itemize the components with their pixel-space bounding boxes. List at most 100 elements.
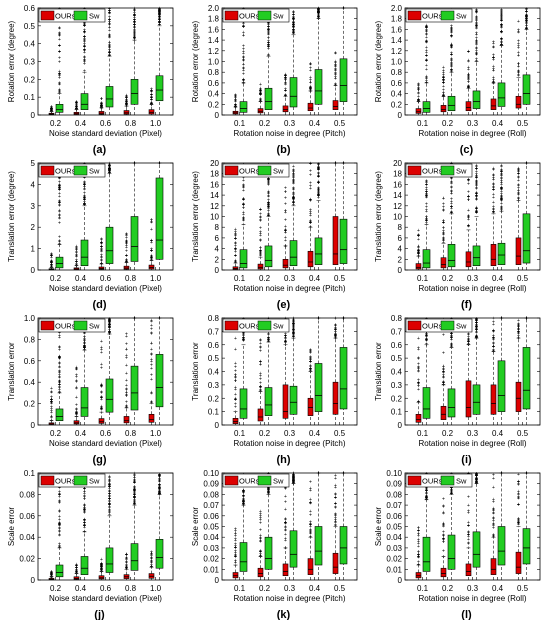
outlier-point: + xyxy=(108,45,111,51)
x-tick-label: 0.5 xyxy=(517,429,529,438)
outlier-point: + xyxy=(108,15,111,21)
outlier-point: + xyxy=(50,106,53,112)
outlier-point: + xyxy=(83,42,86,48)
outlier-point: + xyxy=(83,30,86,36)
outlier-point: + xyxy=(158,16,161,22)
outlier-point: + xyxy=(75,106,78,112)
outlier-point: + xyxy=(309,184,312,190)
outlier-point: + xyxy=(284,201,287,207)
outlier-point: + xyxy=(442,77,445,83)
legend-swatch-sw xyxy=(440,475,455,486)
outlier-point: + xyxy=(309,173,312,179)
ours-box xyxy=(257,567,264,578)
y-tick-label: 0.02 xyxy=(386,555,402,564)
outlier-point: + xyxy=(492,522,495,528)
sw-box xyxy=(264,245,273,268)
outlier-point: + xyxy=(525,15,528,21)
outlier-point: + xyxy=(158,11,161,17)
x-tick-label: 0.2 xyxy=(259,429,271,438)
outlier-point: + xyxy=(58,364,61,370)
outlier-point: + xyxy=(58,209,61,215)
legend-label-sw: Sw xyxy=(456,477,467,486)
outlier-point: + xyxy=(442,375,445,381)
subplot-c: ++++++++++++++++++++++++++++++++++++++++… xyxy=(374,4,541,156)
x-tick-label: 0.6 xyxy=(100,274,112,283)
outlier-point: + xyxy=(58,33,61,39)
legend: OURs Sw xyxy=(222,473,290,488)
y-axis-label: Rotation error (degree) xyxy=(191,20,200,102)
outlier-point: + xyxy=(125,98,128,104)
outlier-point: + xyxy=(517,30,520,36)
outlier-point: + xyxy=(234,253,237,259)
y-tick-label: 1.0 xyxy=(391,58,403,67)
ours-box xyxy=(282,384,289,419)
outlier-point: + xyxy=(50,107,53,113)
outlier-point: + xyxy=(259,362,262,368)
y-tick-label: 6 xyxy=(215,234,220,243)
legend-swatch-ours xyxy=(407,475,422,486)
y-tick-label: 0.8 xyxy=(208,68,220,77)
x-tick-label: 0.5 xyxy=(517,584,529,593)
outlier-point: + xyxy=(158,483,161,489)
outlier-point: + xyxy=(83,47,86,53)
x-tick-label: 0.1 xyxy=(234,274,246,283)
sw-box xyxy=(522,74,531,105)
outlier-point: + xyxy=(417,81,420,87)
outlier-point: + xyxy=(125,393,128,399)
sw-box xyxy=(422,101,431,113)
outlier-point: + xyxy=(492,175,495,181)
outlier-point: + xyxy=(108,40,111,46)
outlier-point: + xyxy=(100,104,103,110)
outlier-point: + xyxy=(158,14,161,20)
outlier-point: + xyxy=(158,20,161,26)
sw-box xyxy=(155,177,164,260)
outlier-point: + xyxy=(442,504,445,510)
outlier-point: + xyxy=(334,51,337,57)
outlier-point: + xyxy=(450,33,453,39)
outlier-point: + xyxy=(259,233,262,239)
outlier-point: + xyxy=(475,196,478,202)
outlier-point: + xyxy=(259,346,262,352)
outlier-point: + xyxy=(108,10,111,16)
outlier-point: + xyxy=(425,216,428,222)
outlier-point: + xyxy=(133,20,136,26)
x-axis-label: Rotation noise in degree (Roll) xyxy=(418,594,526,603)
ours-box xyxy=(490,384,497,415)
outlier-point: + xyxy=(158,10,161,16)
y-tick-label: 0.02 xyxy=(203,555,219,564)
y-tick-label: 8 xyxy=(215,223,220,232)
outlier-point: + xyxy=(517,19,520,25)
y-tick-label: 0.4 xyxy=(208,90,220,99)
outlier-point: + xyxy=(108,22,111,28)
outlier-point: + xyxy=(100,382,103,388)
y-tick-label: 14 xyxy=(393,191,402,200)
outlier-point: + xyxy=(83,60,86,66)
outlier-point: + xyxy=(75,102,78,108)
y-tick-label: 0.06 xyxy=(386,512,402,521)
outlier-point: + xyxy=(83,44,86,50)
y-tick-label: 0 xyxy=(215,266,220,275)
legend-label-ours: OURs xyxy=(422,322,443,331)
y-tick-label: 2 xyxy=(31,223,36,232)
outlier-point: + xyxy=(309,198,312,204)
y-tick-label: 16 xyxy=(210,180,219,189)
outlier-point: + xyxy=(425,67,428,73)
sw-box xyxy=(130,79,139,105)
y-tick-label: 0.10 xyxy=(386,469,402,478)
ours-box xyxy=(515,551,522,574)
y-tick-label: 0 xyxy=(215,421,220,430)
y-tick-label: 4 xyxy=(31,180,36,189)
y-tick-label: 0 xyxy=(31,576,36,585)
outlier-point: + xyxy=(517,324,520,330)
sw-box xyxy=(130,365,139,411)
outlier-point: + xyxy=(292,14,295,20)
y-tick-label: 0 xyxy=(31,111,36,120)
outlier-point: + xyxy=(517,502,520,508)
outlier-point: + xyxy=(75,100,78,106)
y-tick-label: 0.2 xyxy=(24,75,36,84)
y-tick-label: 0.6 xyxy=(24,4,36,13)
outlier-point: + xyxy=(133,38,136,44)
outlier-point: + xyxy=(108,52,111,58)
y-tick-label: 0.1 xyxy=(24,469,36,478)
x-tick-label: 0.1 xyxy=(234,584,246,593)
